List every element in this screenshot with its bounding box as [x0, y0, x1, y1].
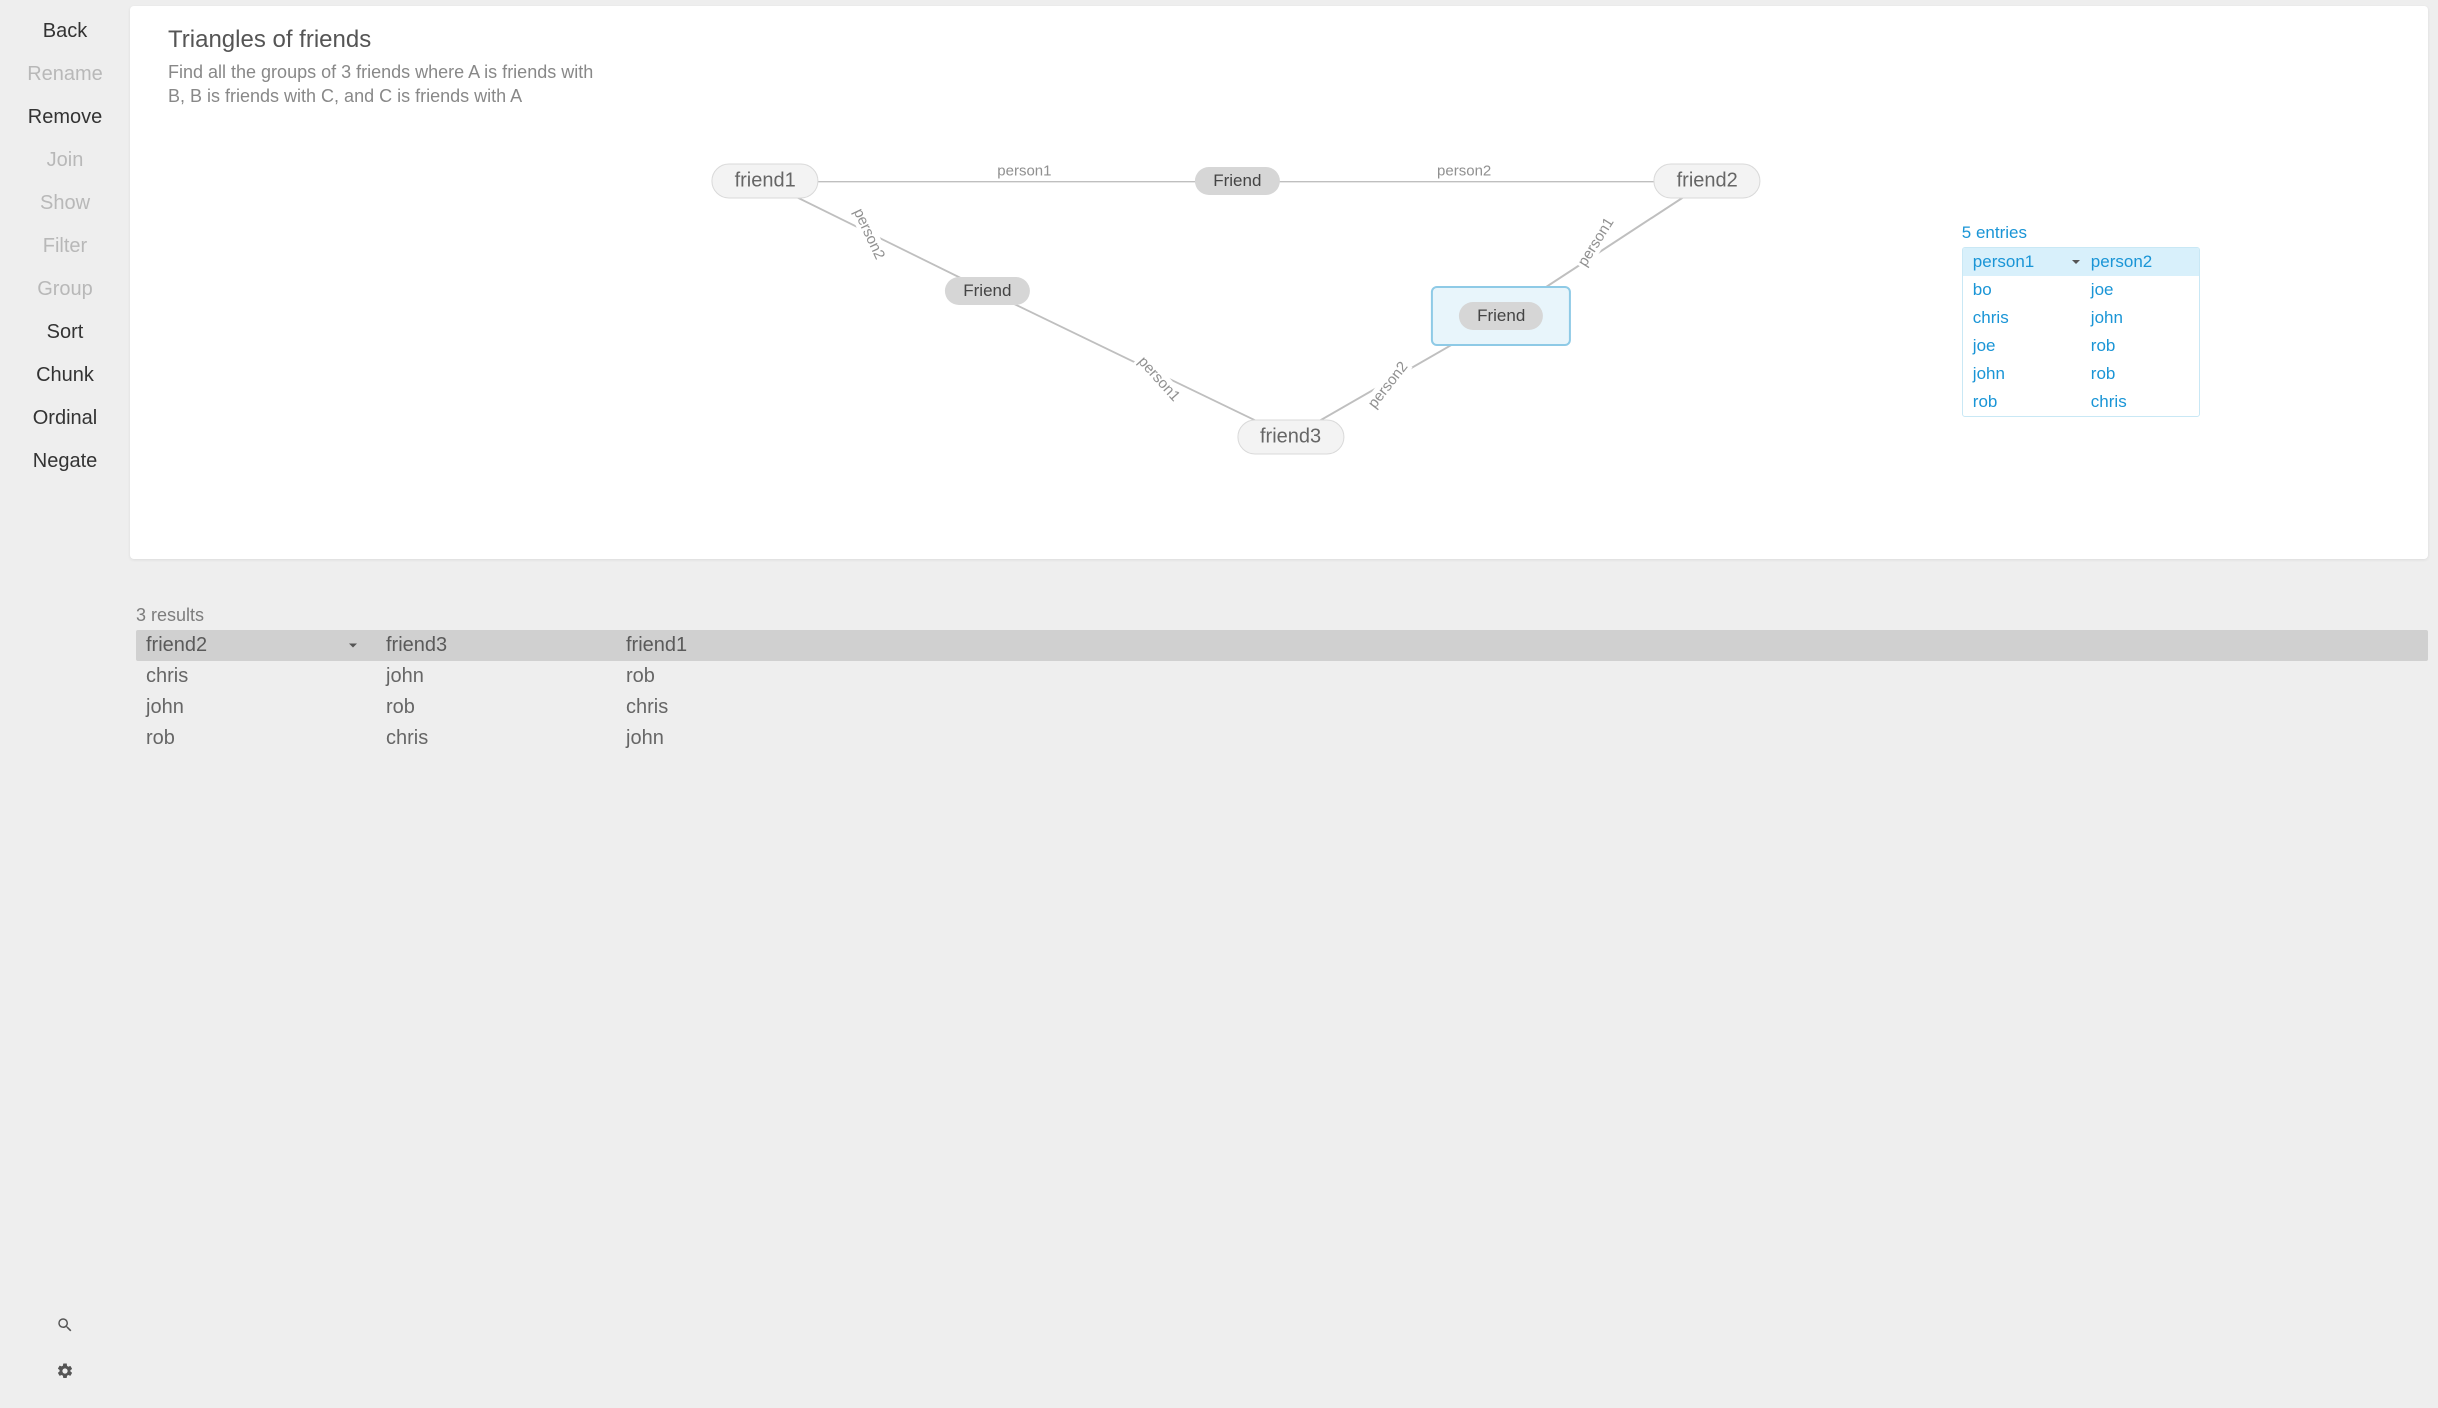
entries-cell: john: [2081, 304, 2199, 332]
sidebar-item-show: Show: [0, 182, 130, 225]
relation-node-rel12[interactable]: Friend: [1195, 167, 1279, 195]
entries-header-row[interactable]: person1 person2: [1963, 248, 2199, 276]
results-col-2[interactable]: friend1: [616, 630, 856, 661]
results-cell: john: [136, 692, 376, 723]
results-row[interactable]: robchrisjohn: [136, 723, 2428, 754]
sidebar-item-filter: Filter: [0, 225, 130, 268]
entries-col-person2[interactable]: person2: [2081, 248, 2199, 276]
sidebar-item-sort[interactable]: Sort: [0, 311, 130, 354]
results-cell: rob: [376, 692, 616, 723]
entity-node-friend1[interactable]: friend1: [712, 164, 819, 199]
page-description: Find all the groups of 3 friends where A…: [168, 60, 608, 109]
results-cell: chris: [616, 692, 856, 723]
entries-row[interactable]: chrisjohn: [1963, 304, 2199, 332]
results-col-0-label: friend2: [146, 634, 207, 656]
query-card: Triangles of friends Find all the groups…: [130, 6, 2428, 559]
sidebar: BackRenameRemoveJoinShowFilterGroupSortC…: [0, 0, 130, 1408]
results-cell: rob: [136, 723, 376, 754]
entity-node-friend2[interactable]: friend2: [1654, 164, 1761, 199]
page-title: Triangles of friends: [168, 26, 2390, 54]
sidebar-item-negate[interactable]: Negate: [0, 440, 130, 483]
results-cell: john: [616, 723, 856, 754]
results-cell: chris: [376, 723, 616, 754]
gear-icon[interactable]: [56, 1362, 74, 1386]
edge-label: person2: [1435, 162, 1493, 179]
results-table: friend2 friend3 friend1 chrisjohnrobjohn…: [136, 630, 2428, 754]
main-area: Triangles of friends Find all the groups…: [130, 0, 2438, 1408]
results-cell: john: [376, 661, 616, 692]
entity-node-friend3[interactable]: friend3: [1237, 420, 1344, 455]
results-cell: rob: [616, 661, 856, 692]
entries-cell: joe: [1963, 332, 2081, 360]
entries-row[interactable]: bojoe: [1963, 276, 2199, 304]
entries-row[interactable]: joerob: [1963, 332, 2199, 360]
entries-cell: rob: [1963, 388, 2081, 416]
entries-cell: joe: [2081, 276, 2199, 304]
entries-cell: rob: [2081, 332, 2199, 360]
sidebar-bottom-tools: [0, 1316, 130, 1408]
chevron-down-icon: [348, 634, 358, 657]
relation-node-rel13[interactable]: Friend: [945, 277, 1029, 305]
results-row[interactable]: chrisjohnrob: [136, 661, 2428, 692]
results-section: 3 results friend2 friend3 friend1 chrisj…: [130, 605, 2428, 754]
entries-cell: chris: [2081, 388, 2199, 416]
entries-row[interactable]: johnrob: [1963, 360, 2199, 388]
sidebar-item-ordinal[interactable]: Ordinal: [0, 397, 130, 440]
entries-panel: 5 entries person1 person2 bojoechrisjohn…: [1962, 223, 2200, 417]
sidebar-item-remove[interactable]: Remove: [0, 96, 130, 139]
app-root: BackRenameRemoveJoinShowFilterGroupSortC…: [0, 0, 2438, 1408]
entries-row[interactable]: robchris: [1963, 388, 2199, 416]
sidebar-item-back[interactable]: Back: [0, 10, 130, 53]
results-cell: chris: [136, 661, 376, 692]
sidebar-item-rename: Rename: [0, 53, 130, 96]
results-header-row[interactable]: friend2 friend3 friend1: [136, 630, 2428, 661]
entries-cell: john: [1963, 360, 2081, 388]
chevron-down-icon: [2071, 252, 2081, 272]
search-icon[interactable]: [56, 1316, 74, 1340]
entries-col-person1[interactable]: person1: [1963, 248, 2081, 276]
results-row[interactable]: johnrobchris: [136, 692, 2428, 723]
entries-cell: chris: [1963, 304, 2081, 332]
entries-count: 5 entries: [1962, 223, 2200, 243]
entries-cell: rob: [2081, 360, 2199, 388]
sidebar-item-chunk[interactable]: Chunk: [0, 354, 130, 397]
entries-cell: bo: [1963, 276, 2081, 304]
results-count: 3 results: [136, 605, 2428, 626]
diagram-canvas[interactable]: friend1friend2friend3FriendFriendFriend …: [168, 129, 2390, 529]
edge-label: person1: [995, 162, 1053, 179]
relation-node[interactable]: Friend: [1459, 302, 1543, 330]
sidebar-item-join: Join: [0, 139, 130, 182]
results-col-1[interactable]: friend3: [376, 630, 616, 661]
entries-table: person1 person2 bojoechrisjohnjoerobjohn…: [1962, 247, 2200, 417]
results-col-0[interactable]: friend2: [136, 630, 376, 661]
sidebar-item-group: Group: [0, 268, 130, 311]
selected-node-box[interactable]: Friend: [1431, 286, 1571, 346]
